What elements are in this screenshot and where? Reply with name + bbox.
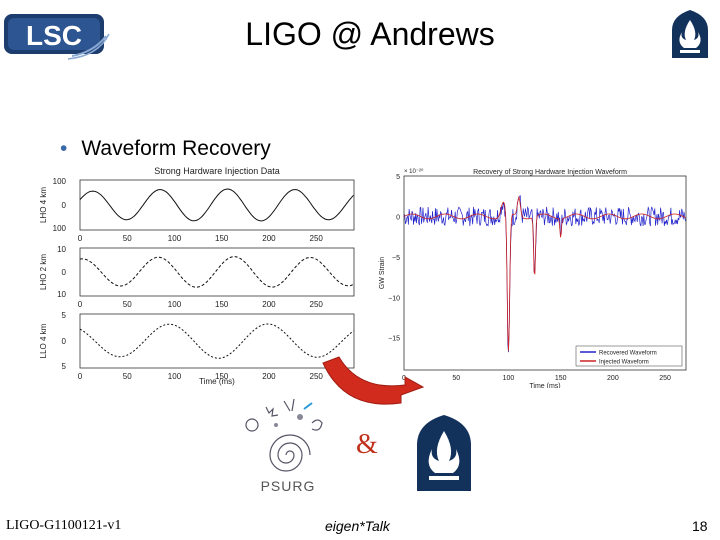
panel-3-xtick-150: 150 [215, 372, 229, 381]
panel-2-xtick-250: 250 [310, 300, 324, 309]
chart-right-frame [403, 175, 687, 371]
panel-3-xtick-200: 200 [262, 372, 276, 381]
panel-1-ytick-top: 100 [53, 177, 67, 186]
panel-1-xtick-50: 50 [123, 234, 132, 243]
chart-right-legend: Recovered Waveform Injected Waveform [575, 345, 683, 367]
panel-1-xtick-150: 150 [215, 234, 229, 243]
panel-3-xtick-0: 0 [78, 372, 83, 381]
chart-right-ytick: −10 [388, 295, 400, 302]
panel-3-xtick-250: 250 [310, 372, 324, 381]
panel-2-xtick-200: 200 [262, 300, 276, 309]
chart-right-scale: × 10⁻²⁰ [404, 168, 424, 175]
psurg-logo: PSURG [245, 398, 323, 494]
panel-3-xtick-100: 100 [168, 372, 182, 381]
chart-right-xtick: 50 [452, 375, 460, 382]
chart-right-xlabel: Time (ms) [529, 383, 560, 388]
panel-3-ylabel: LLO 4 km [39, 323, 48, 358]
chart-right-xtick: 100 [503, 375, 515, 382]
panel-1-ylabel: LHO 4 km [39, 187, 48, 223]
chart-right-ytick: 5 [396, 174, 400, 181]
lsc-logo-text: LSC [26, 20, 82, 51]
ampersand: & [356, 429, 378, 460]
recovered-waveform-line [403, 195, 686, 353]
chart-right-ylabel: GW Strain [379, 257, 386, 289]
panel-1-ytick-bottom: 100 [53, 224, 67, 233]
injected-waveform-line [403, 195, 686, 352]
footer-event-name: eigen*Talk [325, 518, 390, 534]
chart-right-ytick: 0 [396, 214, 400, 221]
panel-1-trace [79, 188, 354, 222]
chart-right-xtick: 0 [402, 375, 406, 382]
panel-1-xtick-0: 0 [78, 234, 83, 243]
chart-right-ytick: −15 [388, 336, 400, 343]
slide-number: 18 [692, 518, 708, 534]
chart-right-xtick: 250 [659, 375, 671, 382]
panel-2-trace [79, 256, 354, 288]
panel-2-xtick-100: 100 [168, 300, 182, 309]
chart-left-xlabel: Time (ms) [199, 377, 235, 386]
legend-box [575, 345, 683, 367]
panel-2-ylabel: LHO 2 km [39, 254, 48, 290]
panel-2-xtick-0: 0 [78, 300, 83, 309]
andrews-logo-bottom [417, 415, 471, 491]
panel-3-trace [79, 323, 354, 359]
lsc-logo: LSC [4, 14, 110, 60]
panel-1-xtick-250: 250 [310, 234, 324, 243]
panel-1-ytick-mid: 0 [62, 201, 67, 210]
panel-2-xtick-50: 50 [123, 300, 132, 309]
panel-3-ytick-bottom: 5 [62, 362, 67, 371]
panel-3-ytick-top: 5 [62, 311, 67, 320]
chart-right-title: Recovery of Strong Hardware Injection Wa… [473, 169, 627, 176]
panel-2-xtick-150: 150 [215, 300, 229, 309]
curved-arrow [322, 356, 425, 405]
chart-right-ytick: −5 [392, 255, 400, 262]
slide-title: LIGO @ Andrews [245, 16, 495, 52]
panel-frame-3 [79, 313, 355, 369]
panel-1-xtick-100: 100 [168, 234, 182, 243]
psurg-logo-text: PSURG [261, 478, 316, 494]
panel-1-xtick-200: 200 [262, 234, 276, 243]
panel-2-ytick-bottom: 10 [57, 290, 66, 299]
bullet-item: • Waveform Recovery [60, 137, 271, 160]
panel-2-ytick-top: 10 [57, 245, 66, 254]
injection-data-chart: Strong Hardware Injection Data1000100LHO… [39, 166, 355, 386]
legend-recovered-label: Recovered Waveform [599, 351, 657, 357]
panel-frame-1 [79, 179, 355, 231]
legend-injected-label: Injected Waveform [599, 360, 649, 366]
chart-right-xtick: 200 [607, 375, 619, 382]
recovery-waveform-chart: Recovery of Strong Hardware Injection Wa… [379, 168, 687, 388]
panel-3-ytick-mid: 0 [62, 337, 67, 346]
panel-2-ytick-mid: 0 [62, 268, 67, 277]
footer-document-id: LIGO-G1100121-v1 [6, 518, 122, 533]
chart-left-title: Strong Hardware Injection Data [154, 166, 280, 176]
chart-right-xtick: 150 [555, 375, 567, 382]
andrews-logo-top [672, 10, 708, 58]
panel-frame-2 [79, 247, 355, 297]
bullet-text: Waveform Recovery [81, 137, 271, 160]
panel-3-xtick-50: 50 [123, 372, 132, 381]
